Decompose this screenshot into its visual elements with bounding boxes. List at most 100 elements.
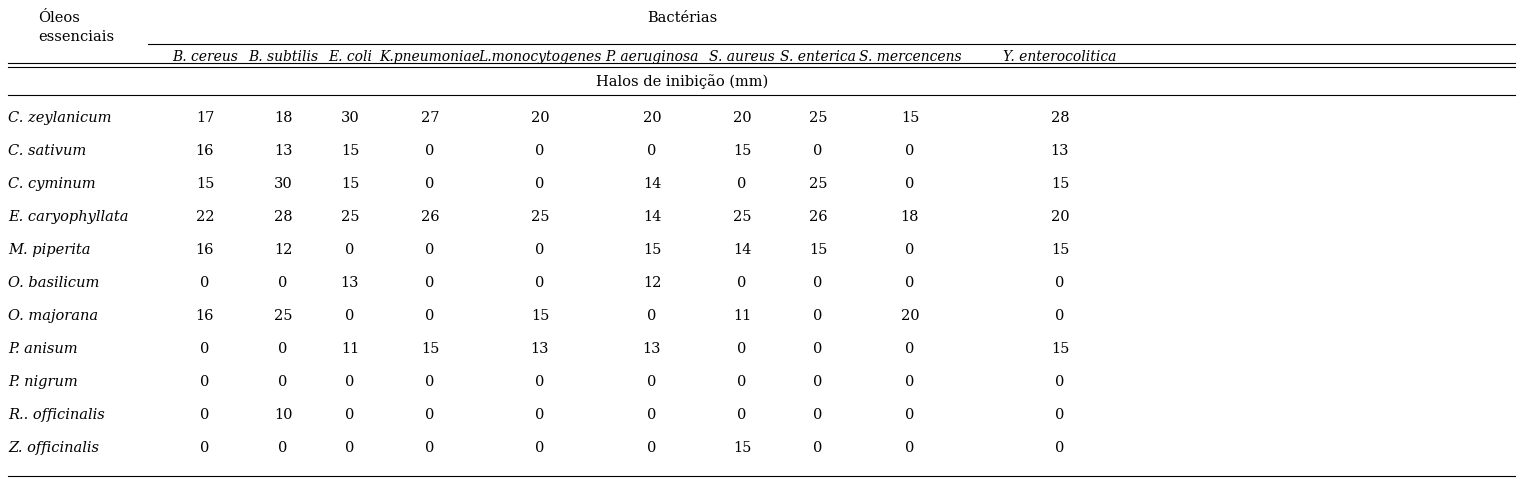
Text: 0: 0 [201, 408, 210, 422]
Text: 13: 13 [643, 342, 661, 356]
Text: R.. officinalis: R.. officinalis [8, 408, 105, 422]
Text: 26: 26 [809, 210, 827, 224]
Text: 0: 0 [813, 276, 822, 290]
Text: 0: 0 [425, 177, 434, 191]
Text: O. majorana: O. majorana [8, 309, 97, 323]
Text: 15: 15 [1051, 342, 1069, 356]
Text: 0: 0 [535, 243, 545, 257]
Text: 0: 0 [535, 276, 545, 290]
Text: 10: 10 [274, 408, 292, 422]
Text: 18: 18 [900, 210, 920, 224]
Text: 25: 25 [341, 210, 359, 224]
Text: 0: 0 [905, 441, 915, 455]
Text: 11: 11 [733, 309, 751, 323]
Text: 0: 0 [535, 144, 545, 158]
Text: 0: 0 [279, 342, 288, 356]
Text: P. aeruginosa: P. aeruginosa [605, 50, 699, 64]
Text: 0: 0 [813, 144, 822, 158]
Text: 20: 20 [1051, 210, 1069, 224]
Text: 0: 0 [425, 408, 434, 422]
Text: 18: 18 [274, 111, 292, 125]
Text: 0: 0 [905, 243, 915, 257]
Text: 0: 0 [647, 408, 656, 422]
Text: E. coli: E. coli [327, 50, 372, 64]
Text: 15: 15 [341, 177, 359, 191]
Text: 0: 0 [425, 375, 434, 389]
Text: Bactérias: Bactérias [647, 11, 717, 25]
Text: 0: 0 [905, 375, 915, 389]
Text: 0: 0 [1055, 408, 1065, 422]
Text: 0: 0 [905, 408, 915, 422]
Text: M. piperita: M. piperita [8, 243, 90, 257]
Text: 0: 0 [425, 309, 434, 323]
Text: 0: 0 [813, 375, 822, 389]
Text: 16: 16 [196, 144, 215, 158]
Text: 17: 17 [196, 111, 215, 125]
Text: E. caryophyllata: E. caryophyllata [8, 210, 128, 224]
Text: 0: 0 [535, 375, 545, 389]
Text: 0: 0 [905, 177, 915, 191]
Text: 0: 0 [813, 342, 822, 356]
Text: 27: 27 [420, 111, 439, 125]
Text: 0: 0 [279, 441, 288, 455]
Text: 0: 0 [905, 342, 915, 356]
Text: 12: 12 [274, 243, 292, 257]
Text: 0: 0 [425, 441, 434, 455]
Text: 0: 0 [647, 441, 656, 455]
Text: 13: 13 [1051, 144, 1069, 158]
Text: 15: 15 [532, 309, 550, 323]
Text: 0: 0 [1055, 309, 1065, 323]
Text: 20: 20 [643, 111, 661, 125]
Text: 15: 15 [1051, 177, 1069, 191]
Text: B. cereus: B. cereus [172, 50, 238, 64]
Text: 0: 0 [425, 144, 434, 158]
Text: 13: 13 [341, 276, 359, 290]
Text: 22: 22 [196, 210, 215, 224]
Text: 25: 25 [274, 309, 292, 323]
Text: Halos de inibição (mm): Halos de inibição (mm) [597, 75, 769, 90]
Text: Óleos: Óleos [38, 11, 79, 25]
Text: Z. officinalis: Z. officinalis [8, 441, 99, 455]
Text: 0: 0 [201, 342, 210, 356]
Text: 0: 0 [425, 276, 434, 290]
Text: 0: 0 [737, 408, 746, 422]
Text: S. mercencens: S. mercencens [859, 50, 961, 64]
Text: 0: 0 [279, 375, 288, 389]
Text: 0: 0 [647, 144, 656, 158]
Text: C. sativum: C. sativum [8, 144, 87, 158]
Text: 12: 12 [643, 276, 661, 290]
Text: 15: 15 [733, 441, 751, 455]
Text: 15: 15 [420, 342, 439, 356]
Text: 28: 28 [1051, 111, 1069, 125]
Text: 15: 15 [733, 144, 751, 158]
Text: 15: 15 [643, 243, 661, 257]
Text: C. zeylanicum: C. zeylanicum [8, 111, 111, 125]
Text: 0: 0 [346, 375, 355, 389]
Text: 25: 25 [809, 111, 827, 125]
Text: 11: 11 [341, 342, 359, 356]
Text: 0: 0 [647, 309, 656, 323]
Text: 0: 0 [813, 408, 822, 422]
Text: 0: 0 [813, 309, 822, 323]
Text: P. anisum: P. anisum [8, 342, 78, 356]
Text: 0: 0 [201, 276, 210, 290]
Text: 30: 30 [274, 177, 292, 191]
Text: 15: 15 [900, 111, 920, 125]
Text: 16: 16 [196, 243, 215, 257]
Text: 13: 13 [530, 342, 550, 356]
Text: 14: 14 [643, 210, 661, 224]
Text: 0: 0 [346, 441, 355, 455]
Text: S. aureus: S. aureus [710, 50, 775, 64]
Text: B. subtilis: B. subtilis [248, 50, 318, 64]
Text: essenciais: essenciais [38, 30, 114, 44]
Text: 20: 20 [900, 309, 920, 323]
Text: O. basilicum: O. basilicum [8, 276, 99, 290]
Text: 14: 14 [733, 243, 751, 257]
Text: 0: 0 [1055, 441, 1065, 455]
Text: 0: 0 [346, 243, 355, 257]
Text: 30: 30 [341, 111, 359, 125]
Text: 0: 0 [905, 276, 915, 290]
Text: 20: 20 [530, 111, 550, 125]
Text: K.pneumoniae: K.pneumoniae [379, 50, 480, 64]
Text: 0: 0 [535, 441, 545, 455]
